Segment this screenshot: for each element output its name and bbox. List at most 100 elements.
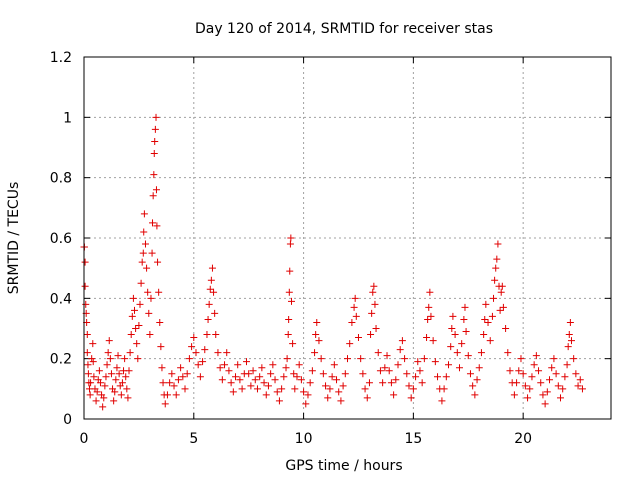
data-point — [572, 370, 580, 378]
data-point — [565, 331, 573, 339]
data-point — [83, 331, 91, 339]
y-tick-label: 1.2 — [50, 50, 72, 66]
data-point — [385, 367, 393, 375]
data-point — [135, 321, 143, 329]
data-point — [105, 337, 113, 345]
data-point — [163, 391, 171, 399]
data-point — [117, 391, 125, 399]
data-point — [528, 373, 536, 381]
data-point — [211, 309, 219, 317]
data-point — [324, 394, 332, 402]
data-point — [333, 376, 341, 384]
data-point — [302, 400, 310, 408]
data-point — [157, 343, 165, 351]
data-point — [535, 367, 543, 375]
data-point — [359, 370, 367, 378]
data-point — [201, 346, 209, 354]
data-point — [204, 315, 212, 323]
data-point — [139, 249, 147, 257]
data-point — [82, 300, 90, 308]
data-point — [541, 400, 549, 408]
data-point — [192, 349, 200, 357]
data-point — [249, 367, 257, 375]
data-point — [143, 264, 151, 272]
data-point — [153, 222, 161, 230]
data-point — [493, 255, 501, 263]
chart-title: Day 120 of 2014, SRMTID for receiver sta… — [195, 21, 493, 37]
x-tick-label: 15 — [404, 431, 422, 447]
data-point — [288, 297, 296, 305]
data-point — [104, 349, 112, 357]
data-point — [149, 192, 157, 200]
data-point — [123, 385, 131, 393]
data-point — [488, 312, 496, 320]
data-point — [260, 379, 268, 387]
data-point — [517, 355, 525, 363]
data-point — [242, 358, 250, 366]
data-point — [559, 385, 567, 393]
data-point — [99, 403, 107, 411]
data-point — [412, 373, 420, 381]
data-point — [418, 379, 426, 387]
data-point — [183, 370, 191, 378]
data-point — [111, 388, 119, 396]
data-point — [312, 331, 320, 339]
data-point — [550, 355, 558, 363]
data-point — [521, 382, 529, 390]
data-point — [101, 382, 109, 390]
data-point — [150, 150, 158, 158]
data-point — [140, 228, 148, 236]
data-point — [287, 234, 295, 242]
data-point — [134, 355, 142, 363]
data-point — [245, 370, 253, 378]
data-point — [285, 288, 293, 296]
data-point — [313, 318, 321, 326]
data-point — [552, 370, 560, 378]
data-point — [125, 367, 133, 375]
data-point — [113, 364, 121, 372]
data-point — [354, 334, 362, 342]
data-point — [497, 288, 505, 296]
data-point — [282, 364, 290, 372]
data-point — [447, 343, 455, 351]
data-point — [149, 219, 157, 227]
data-point — [423, 334, 431, 342]
data-point — [449, 312, 457, 320]
y-tick-label: 0.8 — [50, 171, 72, 187]
data-point — [403, 370, 411, 378]
data-point — [150, 171, 158, 179]
data-point — [225, 367, 233, 375]
data-point — [455, 364, 463, 372]
data-point — [174, 376, 182, 384]
data-point — [398, 337, 406, 345]
data-point — [502, 325, 510, 332]
data-point — [84, 370, 92, 378]
data-point — [188, 343, 196, 351]
data-point — [498, 282, 506, 290]
data-point — [486, 337, 494, 345]
data-point — [207, 276, 215, 284]
data-point — [429, 337, 437, 345]
data-point — [510, 391, 518, 399]
data-point — [206, 285, 214, 293]
data-point — [300, 388, 308, 396]
data-point — [543, 388, 551, 396]
data-point — [256, 373, 264, 381]
data-point — [554, 382, 562, 390]
data-point — [548, 364, 556, 372]
data-point — [112, 376, 120, 384]
data-point — [490, 294, 498, 302]
data-point — [438, 397, 446, 405]
y-tick-label: 0.2 — [50, 352, 72, 368]
data-point — [137, 279, 145, 287]
data-point — [304, 391, 312, 399]
data-point — [210, 288, 218, 296]
data-point — [339, 382, 347, 390]
data-point — [442, 373, 450, 381]
data-point — [401, 355, 409, 363]
data-point — [273, 388, 281, 396]
data-point — [216, 364, 224, 372]
data-point — [232, 373, 240, 381]
data-point — [341, 370, 349, 378]
data-point — [114, 352, 122, 360]
